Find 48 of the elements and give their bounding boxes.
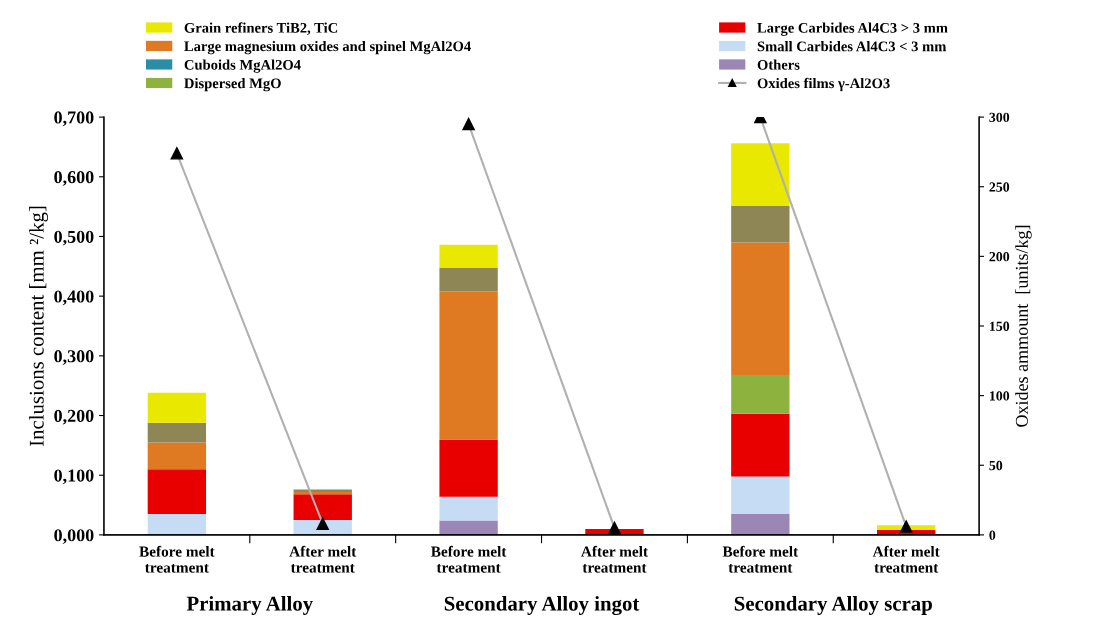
x-tick-label: After melt treatment xyxy=(581,545,648,573)
bar xyxy=(439,268,498,292)
y-axis-title: Inclusions content [mm ²/kg] xyxy=(29,206,49,447)
bar xyxy=(439,439,498,497)
y2-tick-label: 50 xyxy=(989,460,1003,471)
x-tick-label: Before melt treatment xyxy=(431,545,507,573)
x-tick-label: Before melt treatment xyxy=(722,545,799,573)
legend-label: Small Carbides Al4C3 < 3 mm xyxy=(757,41,947,52)
legend-label: Large Carbides Al4C3 > 3 mm xyxy=(757,22,948,36)
y-tick-label: 0,300 xyxy=(54,350,94,365)
bar xyxy=(731,514,790,535)
y2-tick-label: 300 xyxy=(989,112,1010,123)
bar xyxy=(731,143,790,207)
bar xyxy=(731,413,790,477)
y-tick-label: 0,400 xyxy=(54,290,94,306)
legend-label: Grain refiners TiB2, TiC xyxy=(184,22,338,35)
legend-label: Oxides films γ-Al2O3 xyxy=(757,77,890,92)
bar xyxy=(439,244,498,269)
x-tick-label: After melt treatment xyxy=(289,545,357,573)
y2-tick-label: 200 xyxy=(989,251,1010,262)
bar xyxy=(731,374,790,414)
y2-tick-label: 100 xyxy=(989,391,1010,401)
text: Secondary Alloy ingot xyxy=(444,596,640,616)
y-tick-label: 0,700 xyxy=(54,111,94,127)
legend-label: Cuboids MgAl2O4 xyxy=(184,59,301,73)
y-tick-label: 0,200 xyxy=(54,409,94,425)
bar xyxy=(731,242,790,375)
y2-tick-label: 150 xyxy=(989,321,1010,331)
bar xyxy=(439,520,498,535)
text: Secondary Alloy scrap xyxy=(734,596,932,615)
bar xyxy=(147,514,207,535)
y-tick-label: 0,000 xyxy=(54,529,94,544)
legend-label: Dispersed MgO xyxy=(184,77,281,92)
text: Primary Alloy xyxy=(186,596,313,615)
y-tick-label: 0,100 xyxy=(54,469,94,485)
y-tick-label: 0,500 xyxy=(54,230,94,246)
bar xyxy=(439,291,498,440)
y2-tick-label: 0 xyxy=(989,530,996,540)
legend-label: Others xyxy=(757,59,800,70)
x-tick-label: After melt treatment xyxy=(872,545,940,573)
legend-label: Large magnesium oxides and spinel MgAl2O4 xyxy=(184,40,471,55)
bar xyxy=(439,496,498,521)
bar xyxy=(731,476,790,514)
x-tick-label: Before melt treatment xyxy=(139,545,215,573)
bar xyxy=(731,206,790,243)
y-tick-label: 0,600 xyxy=(54,171,94,186)
y2-axis-title: Oxides ammount [units/kg] xyxy=(1015,225,1032,427)
y2-tick-label: 250 xyxy=(989,182,1010,192)
